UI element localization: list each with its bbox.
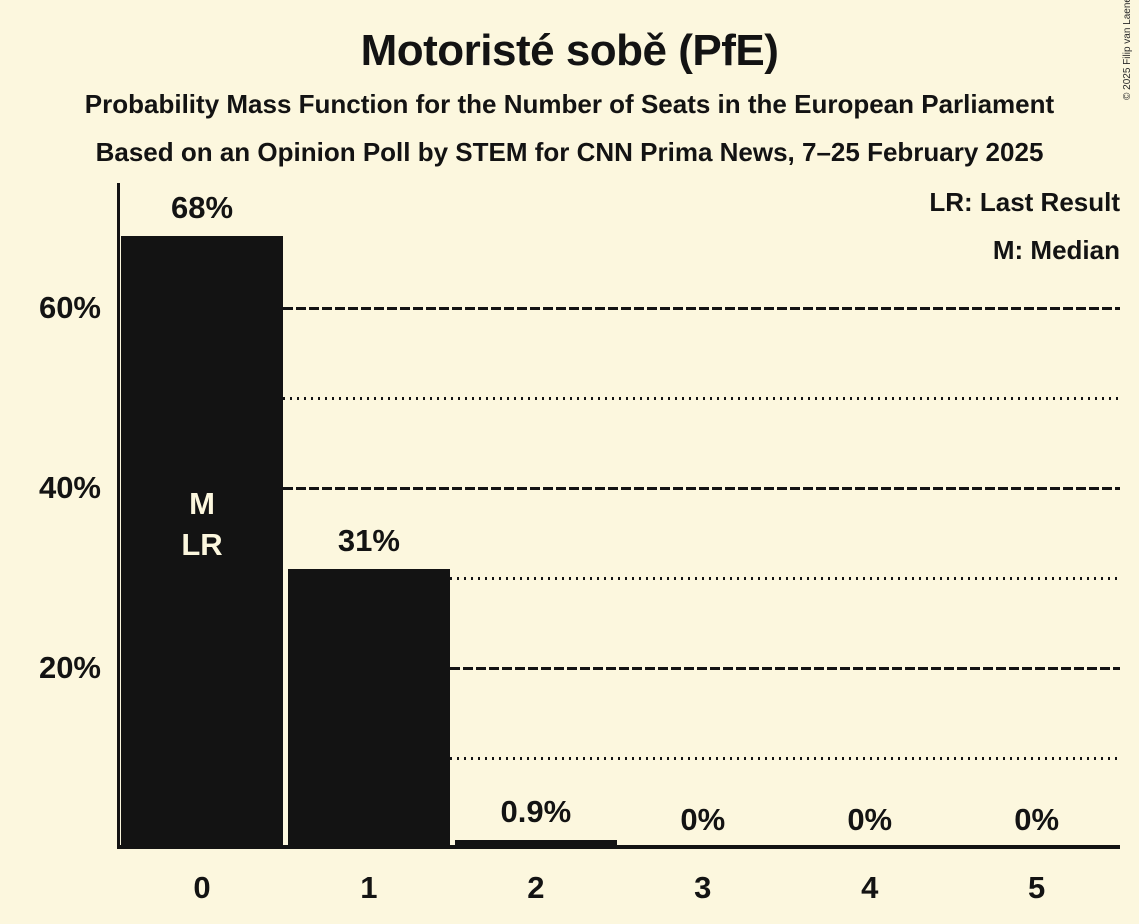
chart-subtitle-line1: Probability Mass Function for the Number…: [84, 89, 1055, 119]
bar-2-seats: [454, 840, 617, 848]
gridline-major-20pct: [449, 667, 1120, 670]
y-tick-label-40pct: 40%: [38, 470, 101, 505]
annotation-line-m: M: [189, 486, 215, 521]
gridline-minor-50pct: [283, 397, 1120, 400]
x-tick-label-1: 1: [360, 870, 378, 905]
gridline-major-40pct: [283, 487, 1120, 490]
bar-value-label-0: 68%: [170, 190, 234, 225]
annotation-line-lr: LR: [181, 527, 223, 562]
median-last-result-label: M LR: [102, 483, 302, 565]
x-tick-label-2: 2: [527, 870, 545, 905]
chart-subtitle-line2: Based on an Opinion Poll by STEM for CNN…: [95, 137, 1044, 167]
x-axis-line: [117, 845, 1120, 849]
legend-median: M: Median: [992, 235, 1120, 265]
bar-value-label-4: 0%: [847, 802, 893, 837]
legend: LR: Last Result M: Median: [929, 178, 1120, 274]
x-tick-label-5: 5: [1028, 870, 1046, 905]
gridline-minor-10pct: [449, 757, 1120, 760]
gridline-minor-30pct: [449, 577, 1120, 580]
bar-0-seats: [121, 236, 283, 848]
bar-value-label-3: 0%: [680, 802, 726, 837]
copyright-text: © 2025 Filip van Laenen: [1122, 0, 1133, 100]
y-tick-label-20pct: 20%: [38, 650, 101, 685]
x-tick-label-0: 0: [193, 870, 211, 905]
chart-title: Motoristé sobě (PfE): [360, 26, 779, 75]
x-tick-label-4: 4: [861, 870, 879, 905]
bar-value-label-1: 31%: [337, 523, 400, 558]
legend-last-result: LR: Last Result: [929, 187, 1120, 217]
y-axis-line: [117, 183, 120, 849]
bar-value-label-5: 0%: [1014, 802, 1060, 837]
x-tick-label-3: 3: [694, 870, 712, 905]
bar-value-label-2: 0.9%: [500, 794, 572, 829]
gridline-major-60pct: [283, 307, 1120, 310]
bar-1-seats: [287, 569, 450, 848]
y-tick-label-60pct: 60%: [38, 290, 101, 325]
